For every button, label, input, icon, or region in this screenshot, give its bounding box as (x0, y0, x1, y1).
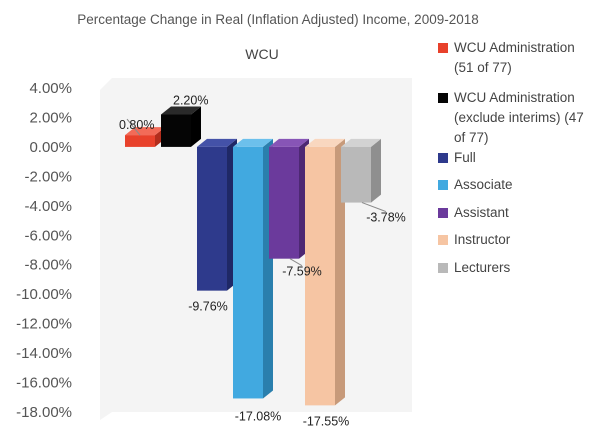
bar-assistant (269, 138, 309, 259)
legend-label: (exclude interims) (47 (454, 110, 584, 125)
chart-subtitle: WCU (245, 46, 278, 62)
bar-lecturers (341, 138, 381, 203)
legend-swatch (438, 93, 448, 103)
y-tick-label: -2.00% (24, 168, 72, 185)
legend-label: Instructor (454, 232, 511, 247)
y-tick-label: -6.00% (24, 227, 72, 244)
legend-item: Assistant (438, 205, 509, 220)
y-tick-label: -18.00% (16, 404, 72, 421)
data-label: 0.80% (119, 118, 154, 132)
legend-item: Lecturers (438, 260, 511, 275)
y-tick-label: -14.00% (16, 345, 72, 362)
legend-swatch (438, 43, 448, 53)
bar-wcu-administration-exclude-interims-47-of-77 (161, 106, 201, 147)
legend-item: Full (438, 150, 476, 165)
bar-top (341, 138, 381, 147)
legend-label: (51 of 77) (454, 60, 512, 75)
bar-front (341, 146, 371, 203)
bar-top (233, 138, 273, 147)
bar-front (233, 146, 263, 399)
legend-swatch (438, 208, 448, 218)
bar-top (305, 138, 345, 147)
y-tick-label: -10.00% (16, 286, 72, 303)
bar-front (125, 135, 155, 147)
bar-front (161, 114, 191, 147)
y-axis: 4.00% 2.00% 0.00% -2.00% -4.00% -6.00% -8.00% -… (16, 80, 72, 421)
legend-label: of 77) (454, 130, 489, 145)
y-tick-label: 4.00% (29, 80, 72, 97)
bar-side (335, 138, 345, 406)
data-label: -17.08% (235, 409, 282, 423)
bar-top (197, 138, 237, 147)
bar-front (269, 146, 299, 259)
plot-area: 0.80% 2.20% -9.76% -17.08% -7.59% -17.55% -3.7… (100, 78, 412, 428)
bar-top (269, 138, 309, 147)
chart-title: Percentage Change in Real (Inflation Adj… (77, 12, 479, 27)
legend-swatch (438, 235, 448, 245)
legend: WCU Administration(51 of 77)WCU Administ… (438, 40, 584, 275)
y-tick-label: -12.00% (16, 316, 72, 333)
y-tick-label: 0.00% (29, 139, 72, 156)
legend-swatch (438, 153, 448, 163)
data-label: -17.55% (303, 414, 350, 428)
legend-item: Associate (438, 177, 513, 192)
legend-swatch (438, 180, 448, 190)
legend-label: Lecturers (454, 260, 511, 275)
data-label-leader (126, 118, 141, 136)
bar-instructor (305, 138, 345, 406)
bar-side (191, 106, 201, 147)
legend-item: WCU Administration (exclude interims) (47… (438, 90, 584, 145)
bar-full (197, 138, 237, 291)
bar-side (371, 138, 381, 203)
legend-item: Instructor (438, 232, 511, 247)
legend-label: Assistant (454, 205, 509, 220)
data-label: -3.78% (366, 211, 406, 225)
bar-associate (233, 138, 273, 399)
y-tick-label: -16.00% (16, 375, 72, 392)
data-label-leader (361, 202, 387, 213)
data-label: -7.59% (282, 265, 322, 279)
y-tick-label: -4.00% (24, 198, 72, 215)
legend-label: WCU Administration (454, 90, 575, 105)
legend-label: Associate (454, 177, 513, 192)
bar-front (305, 146, 335, 406)
bar-front (197, 146, 227, 291)
legend-label: WCU Administration (454, 40, 575, 55)
data-label: 2.20% (173, 94, 208, 108)
legend-item: WCU Administration (51 of 77) (438, 40, 575, 75)
bar-top (161, 106, 201, 115)
legend-label: Full (454, 150, 476, 165)
legend-swatch (438, 263, 448, 273)
y-tick-label: -8.00% (24, 257, 72, 274)
data-label-leader (289, 258, 303, 267)
y-tick-label: 2.00% (29, 109, 72, 126)
data-label: -9.76% (188, 300, 228, 314)
